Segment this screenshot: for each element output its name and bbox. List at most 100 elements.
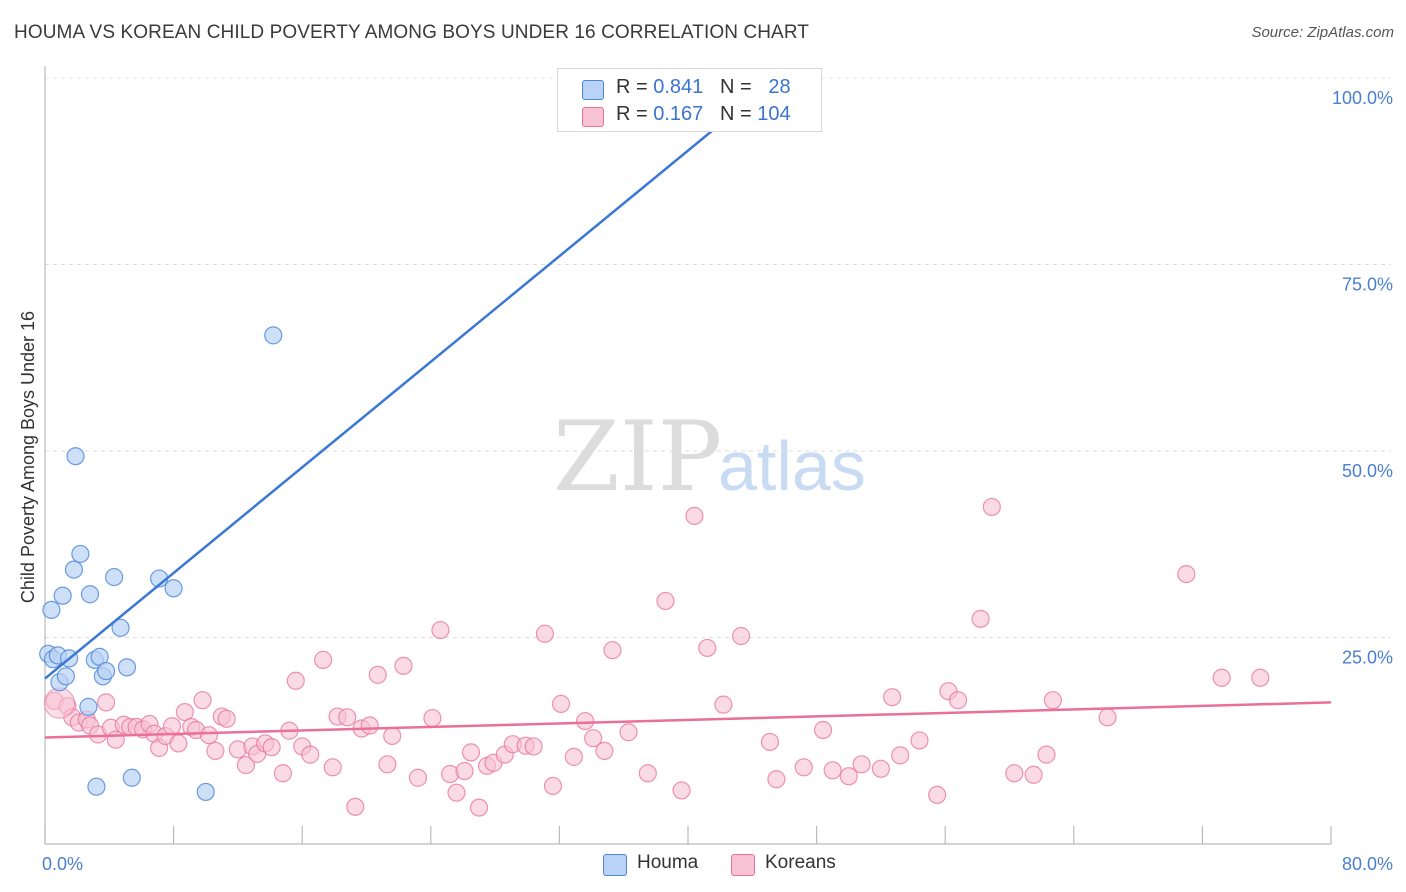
houma-n-value: 28 <box>768 76 791 98</box>
y-axis-label: Child Poverty Among Boys Under 16 <box>18 311 38 603</box>
grid <box>45 77 1391 638</box>
korean-point <box>603 641 622 660</box>
koreans-r-label: R = <box>616 103 648 125</box>
korean-point <box>431 620 450 640</box>
houma-legend-label: Houma <box>637 852 699 873</box>
korean-point <box>823 761 842 780</box>
houma-swatch <box>582 80 604 100</box>
koreans-legend-swatch <box>731 854 755 876</box>
x-tick-label-max: 80.0% <box>1342 854 1393 874</box>
korean-point <box>971 609 990 628</box>
y-tick-label: 75.0% <box>1342 275 1393 295</box>
houma-r-value: 0.841 <box>653 76 704 98</box>
x-tick-label-min: 0.0% <box>42 854 83 874</box>
korean-point <box>1024 765 1043 784</box>
korean-point <box>469 798 489 817</box>
korean-point <box>714 695 733 714</box>
korean-point <box>564 747 583 766</box>
axis-labels: 25.0% 50.0% 75.0% 100.0% 0.0% 80.0% Child Pove… <box>18 88 1393 874</box>
korean-point <box>360 716 379 735</box>
korean-point <box>206 741 225 760</box>
korean-point <box>394 656 413 675</box>
korean-point <box>619 723 638 742</box>
korean-point <box>323 758 342 777</box>
korean-point <box>698 638 717 658</box>
korean-point <box>368 665 387 684</box>
houma-point <box>96 661 116 681</box>
houma-series <box>39 89 707 802</box>
korean-point <box>378 755 397 774</box>
houma-point <box>80 585 100 604</box>
korean-point <box>461 743 481 762</box>
korean-point <box>928 785 947 805</box>
houma-trend-line <box>44 77 778 680</box>
houma-point <box>87 777 106 796</box>
houma-point <box>105 567 124 587</box>
korean-point <box>338 708 357 727</box>
korean-point <box>1037 745 1056 764</box>
korean-point <box>236 755 256 775</box>
houma-point <box>122 768 141 787</box>
korean-point <box>313 650 333 669</box>
watermark-zip: ZIP <box>553 401 722 513</box>
source-credit: Source: ZipAtlas.com <box>1251 24 1394 41</box>
houma-point <box>53 586 72 605</box>
korean-point <box>551 694 571 713</box>
legend-houma-text: R = 0.841 N = 28 <box>616 76 791 99</box>
korean-point <box>1043 691 1063 710</box>
watermark: ZIP atlas <box>553 401 866 513</box>
y-tick-label: 50.0% <box>1342 461 1393 481</box>
koreans-n-label: N = <box>719 103 752 125</box>
koreans-swatch <box>582 107 604 127</box>
houma-legend-swatch <box>603 854 627 876</box>
korean-point <box>96 693 116 712</box>
houma-point <box>264 326 283 345</box>
axes <box>44 66 1332 845</box>
korean-point <box>199 726 219 745</box>
koreans-n-value: 104 <box>757 103 791 125</box>
korean-point <box>1212 668 1231 687</box>
houma-point <box>71 544 90 564</box>
korean-point <box>794 758 813 777</box>
korean-point <box>910 731 929 750</box>
korean-point <box>162 717 182 736</box>
houma-point <box>111 618 130 637</box>
korean-point <box>423 708 442 728</box>
korean-point <box>891 746 910 765</box>
houma-point <box>42 600 61 619</box>
korean-point <box>217 709 236 728</box>
korean-point <box>595 741 614 760</box>
korean-point <box>871 759 891 778</box>
korean-point <box>524 737 543 756</box>
korean-point <box>273 764 293 783</box>
korean-point <box>447 783 466 802</box>
y-tick-label: 100.0% <box>1332 88 1393 108</box>
korean-point <box>543 776 563 796</box>
koreans-series <box>43 497 1270 817</box>
korean-point <box>286 671 305 690</box>
korean-point <box>1005 764 1024 783</box>
trend-lines <box>44 77 1332 739</box>
korean-point <box>672 781 691 800</box>
stats-legend: R = 0.841 N = 28 R = 0.167 N = 104 <box>557 68 822 132</box>
korean-point <box>346 797 365 816</box>
houma-point <box>196 782 215 802</box>
korean-point <box>883 688 902 707</box>
korean-point <box>383 726 402 746</box>
korean-point <box>408 768 428 787</box>
houma-point <box>56 667 75 686</box>
korean-point <box>584 729 603 748</box>
korean-point <box>638 764 657 783</box>
houma-point <box>66 447 85 466</box>
korean-point <box>193 691 212 710</box>
y-tick-label: 25.0% <box>1342 648 1393 668</box>
koreans-legend-label: Koreans <box>765 852 836 873</box>
watermark-atlas: atlas <box>718 427 866 505</box>
chart-title: HOUMA VS KOREAN CHILD POVERTY AMONG BOYS… <box>14 22 810 43</box>
korean-point <box>982 497 1001 517</box>
korean-point <box>852 755 871 774</box>
koreans-trend-line <box>44 701 1332 739</box>
houma-point <box>164 579 183 598</box>
korean-point <box>106 730 125 749</box>
